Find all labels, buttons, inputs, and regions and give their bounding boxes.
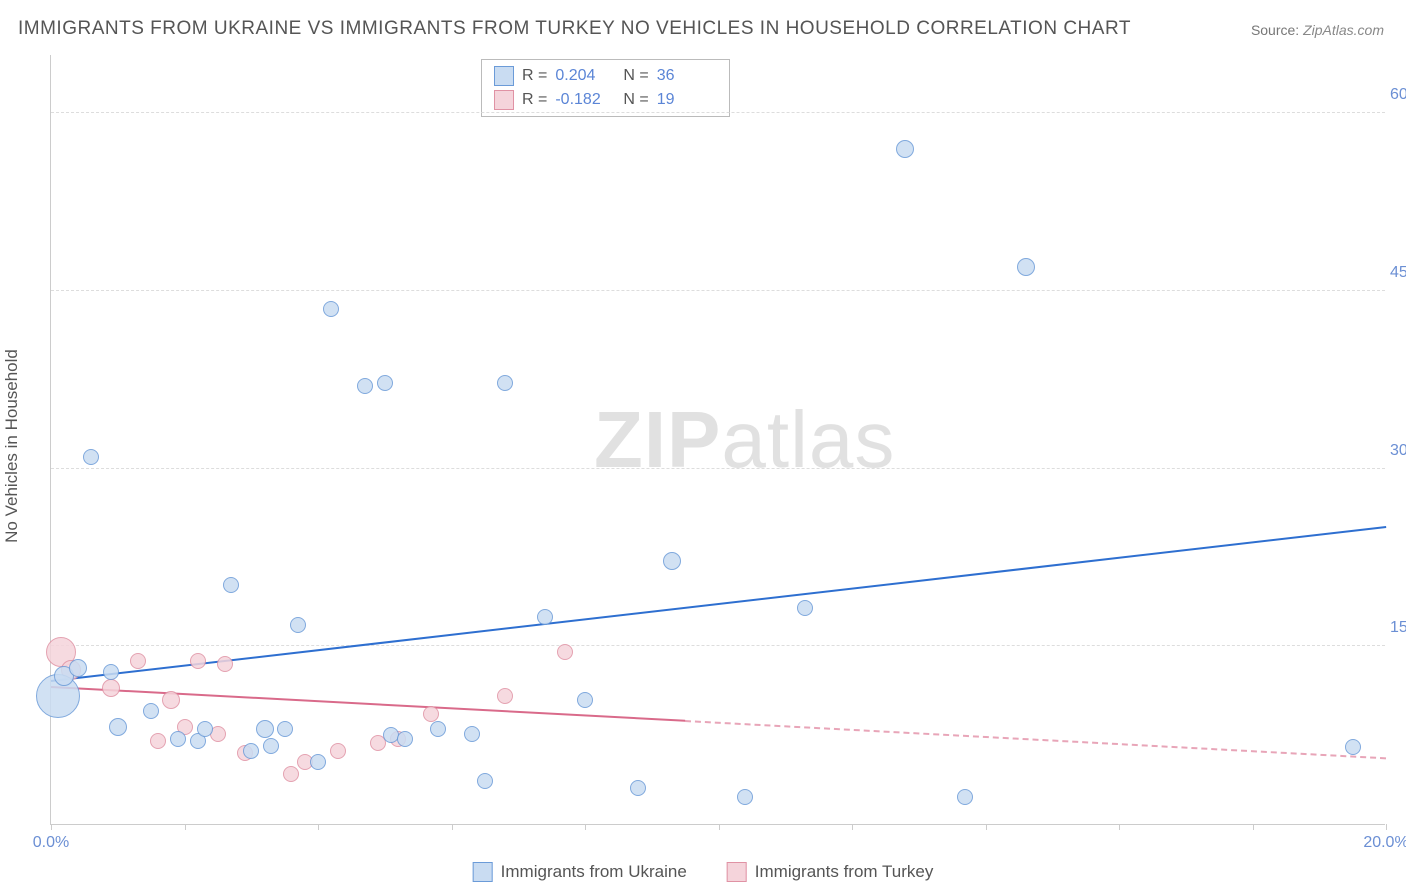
data-point-turkey bbox=[130, 653, 146, 669]
legend-swatch-turkey bbox=[727, 862, 747, 882]
x-tick-mark bbox=[719, 824, 720, 830]
correlation-row-turkey: R = -0.182 N = 19 bbox=[494, 88, 717, 112]
n-label: N = bbox=[623, 67, 648, 85]
data-point-turkey bbox=[330, 743, 346, 759]
y-tick-label: 30.0% bbox=[1390, 442, 1406, 460]
data-point-ukraine bbox=[256, 720, 274, 738]
r-label: R = bbox=[522, 91, 547, 109]
data-point-ukraine bbox=[577, 692, 593, 708]
watermark: ZIPatlas bbox=[594, 394, 895, 486]
x-tick-mark bbox=[185, 824, 186, 830]
data-point-ukraine bbox=[83, 449, 99, 465]
data-point-turkey bbox=[162, 691, 180, 709]
data-point-ukraine bbox=[537, 609, 553, 625]
data-point-ukraine bbox=[109, 718, 127, 736]
gridline bbox=[51, 645, 1385, 646]
source-attribution: Source: ZipAtlas.com bbox=[1251, 22, 1384, 38]
legend-swatch-turkey bbox=[494, 90, 514, 110]
correlation-legend: R = 0.204 N = 36 R = -0.182 N = 19 bbox=[481, 59, 730, 117]
x-tick-mark bbox=[1119, 824, 1120, 830]
data-point-turkey bbox=[557, 644, 573, 660]
data-point-ukraine bbox=[497, 375, 513, 391]
data-point-ukraine bbox=[103, 664, 119, 680]
r-label: R = bbox=[522, 67, 547, 85]
x-tick-mark bbox=[452, 824, 453, 830]
x-tick-mark bbox=[1386, 824, 1387, 830]
data-point-ukraine bbox=[477, 773, 493, 789]
source-label: Source: bbox=[1251, 22, 1299, 38]
data-point-ukraine bbox=[430, 721, 446, 737]
data-point-ukraine bbox=[797, 600, 813, 616]
legend-label-turkey: Immigrants from Turkey bbox=[755, 862, 934, 882]
data-point-ukraine bbox=[323, 301, 339, 317]
x-tick-mark bbox=[986, 824, 987, 830]
x-tick-label: 0.0% bbox=[33, 834, 69, 852]
data-point-turkey bbox=[102, 679, 120, 697]
x-tick-mark bbox=[51, 824, 52, 830]
source-value: ZipAtlas.com bbox=[1303, 22, 1384, 38]
trend-line-ukraine bbox=[51, 526, 1386, 682]
data-point-turkey bbox=[283, 766, 299, 782]
gridline bbox=[51, 112, 1385, 113]
series-legend: Immigrants from Ukraine Immigrants from … bbox=[473, 862, 934, 882]
data-point-turkey bbox=[423, 706, 439, 722]
data-point-ukraine bbox=[170, 731, 186, 747]
legend-swatch-ukraine bbox=[494, 66, 514, 86]
data-point-ukraine bbox=[263, 738, 279, 754]
x-tick-mark bbox=[318, 824, 319, 830]
data-point-ukraine bbox=[464, 726, 480, 742]
legend-item-turkey: Immigrants from Turkey bbox=[727, 862, 934, 882]
data-point-ukraine bbox=[69, 659, 87, 677]
n-label: N = bbox=[623, 91, 648, 109]
data-point-ukraine bbox=[290, 617, 306, 633]
data-point-ukraine bbox=[277, 721, 293, 737]
r-value-turkey: -0.182 bbox=[555, 91, 615, 109]
x-tick-mark bbox=[852, 824, 853, 830]
data-point-ukraine bbox=[957, 789, 973, 805]
watermark-rest: atlas bbox=[721, 395, 895, 484]
data-point-ukraine bbox=[1017, 258, 1035, 276]
n-value-turkey: 19 bbox=[657, 91, 717, 109]
data-point-ukraine bbox=[896, 140, 914, 158]
legend-label-ukraine: Immigrants from Ukraine bbox=[501, 862, 687, 882]
data-point-ukraine bbox=[397, 731, 413, 747]
data-point-ukraine bbox=[1345, 739, 1361, 755]
data-point-ukraine bbox=[197, 721, 213, 737]
x-tick-mark bbox=[1253, 824, 1254, 830]
data-point-ukraine bbox=[377, 375, 393, 391]
gridline bbox=[51, 290, 1385, 291]
trend-line-turkey bbox=[685, 720, 1386, 759]
data-point-ukraine bbox=[310, 754, 326, 770]
data-point-turkey bbox=[150, 733, 166, 749]
watermark-bold: ZIP bbox=[594, 395, 721, 484]
chart-plot-area: ZIPatlas R = 0.204 N = 36 R = -0.182 N =… bbox=[50, 55, 1385, 825]
n-value-ukraine: 36 bbox=[657, 67, 717, 85]
correlation-row-ukraine: R = 0.204 N = 36 bbox=[494, 64, 717, 88]
legend-swatch-ukraine bbox=[473, 862, 493, 882]
page-title: IMMIGRANTS FROM UKRAINE VS IMMIGRANTS FR… bbox=[18, 18, 1131, 40]
data-point-ukraine bbox=[223, 577, 239, 593]
data-point-ukraine bbox=[357, 378, 373, 394]
data-point-ukraine bbox=[663, 552, 681, 570]
gridline bbox=[51, 468, 1385, 469]
data-point-ukraine bbox=[243, 743, 259, 759]
y-tick-label: 45.0% bbox=[1390, 264, 1406, 282]
data-point-ukraine bbox=[143, 703, 159, 719]
data-point-turkey bbox=[497, 688, 513, 704]
data-point-turkey bbox=[217, 656, 233, 672]
y-tick-label: 60.0% bbox=[1390, 86, 1406, 104]
y-tick-label: 15.0% bbox=[1390, 619, 1406, 637]
data-point-ukraine bbox=[737, 789, 753, 805]
r-value-ukraine: 0.204 bbox=[555, 67, 615, 85]
x-tick-mark bbox=[585, 824, 586, 830]
x-tick-label: 20.0% bbox=[1363, 834, 1406, 852]
legend-item-ukraine: Immigrants from Ukraine bbox=[473, 862, 687, 882]
data-point-ukraine bbox=[630, 780, 646, 796]
y-axis-label: No Vehicles in Household bbox=[2, 349, 22, 543]
data-point-turkey bbox=[190, 653, 206, 669]
